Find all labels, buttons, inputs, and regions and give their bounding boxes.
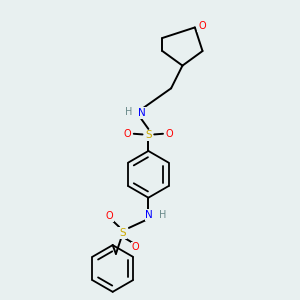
Text: O: O xyxy=(106,211,113,221)
Text: S: S xyxy=(119,228,126,238)
Text: H: H xyxy=(125,107,133,117)
Text: N: N xyxy=(146,210,153,220)
Text: O: O xyxy=(198,21,206,31)
Text: H: H xyxy=(159,210,167,220)
Text: N: N xyxy=(138,108,146,118)
Text: O: O xyxy=(124,129,131,139)
Text: O: O xyxy=(166,129,173,139)
Text: O: O xyxy=(132,242,139,252)
Text: S: S xyxy=(145,130,152,140)
